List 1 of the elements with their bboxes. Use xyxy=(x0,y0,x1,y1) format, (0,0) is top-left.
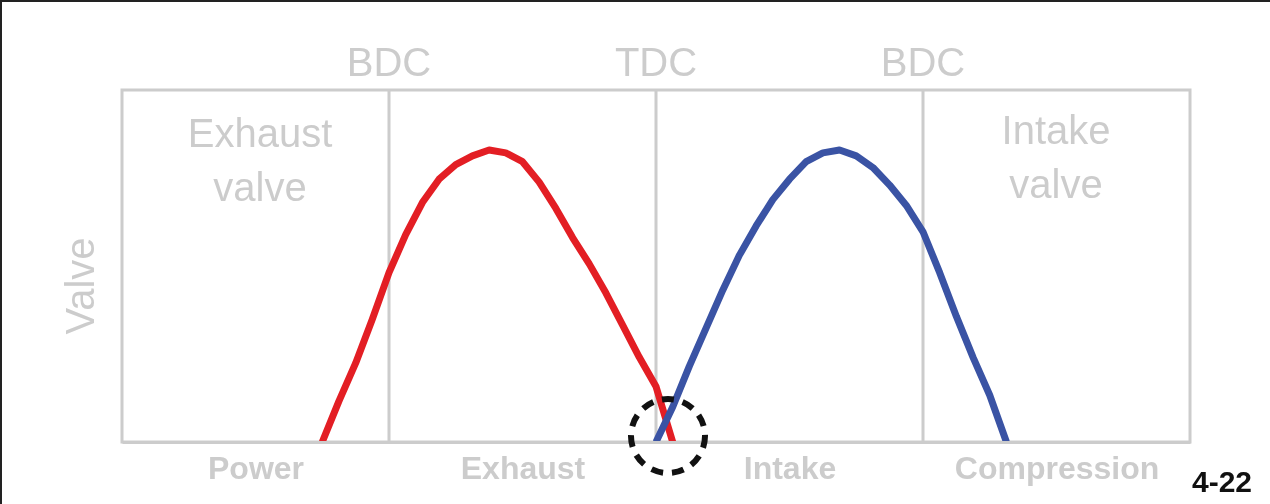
text: 4-22 xyxy=(1191,465,1252,498)
